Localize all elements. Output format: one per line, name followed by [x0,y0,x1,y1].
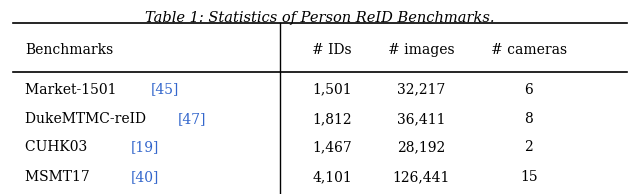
Text: [47]: [47] [177,112,206,126]
Text: # cameras: # cameras [491,43,567,57]
Text: 36,411: 36,411 [397,112,445,126]
Text: MSMT17: MSMT17 [25,170,94,184]
Text: 8: 8 [525,112,533,126]
Text: 15: 15 [520,170,538,184]
Text: Benchmarks: Benchmarks [25,43,113,57]
Text: [19]: [19] [131,140,159,154]
Text: CUHK03: CUHK03 [25,140,92,154]
Text: [45]: [45] [151,83,179,97]
Text: 28,192: 28,192 [397,140,445,154]
Text: DukeMTMC-reID: DukeMTMC-reID [25,112,150,126]
Text: 6: 6 [525,83,533,97]
Text: 1,501: 1,501 [312,83,352,97]
Text: [40]: [40] [131,170,159,184]
Text: 2: 2 [525,140,533,154]
Text: 4,101: 4,101 [312,170,352,184]
Text: 1,467: 1,467 [312,140,352,154]
Text: 126,441: 126,441 [393,170,450,184]
Text: Table 1: Statistics of Person ReID Benchmarks.: Table 1: Statistics of Person ReID Bench… [145,11,495,25]
Text: # images: # images [388,43,454,57]
Text: # IDs: # IDs [312,43,352,57]
Text: 32,217: 32,217 [397,83,445,97]
Text: 1,812: 1,812 [312,112,352,126]
Text: Market-1501: Market-1501 [25,83,121,97]
